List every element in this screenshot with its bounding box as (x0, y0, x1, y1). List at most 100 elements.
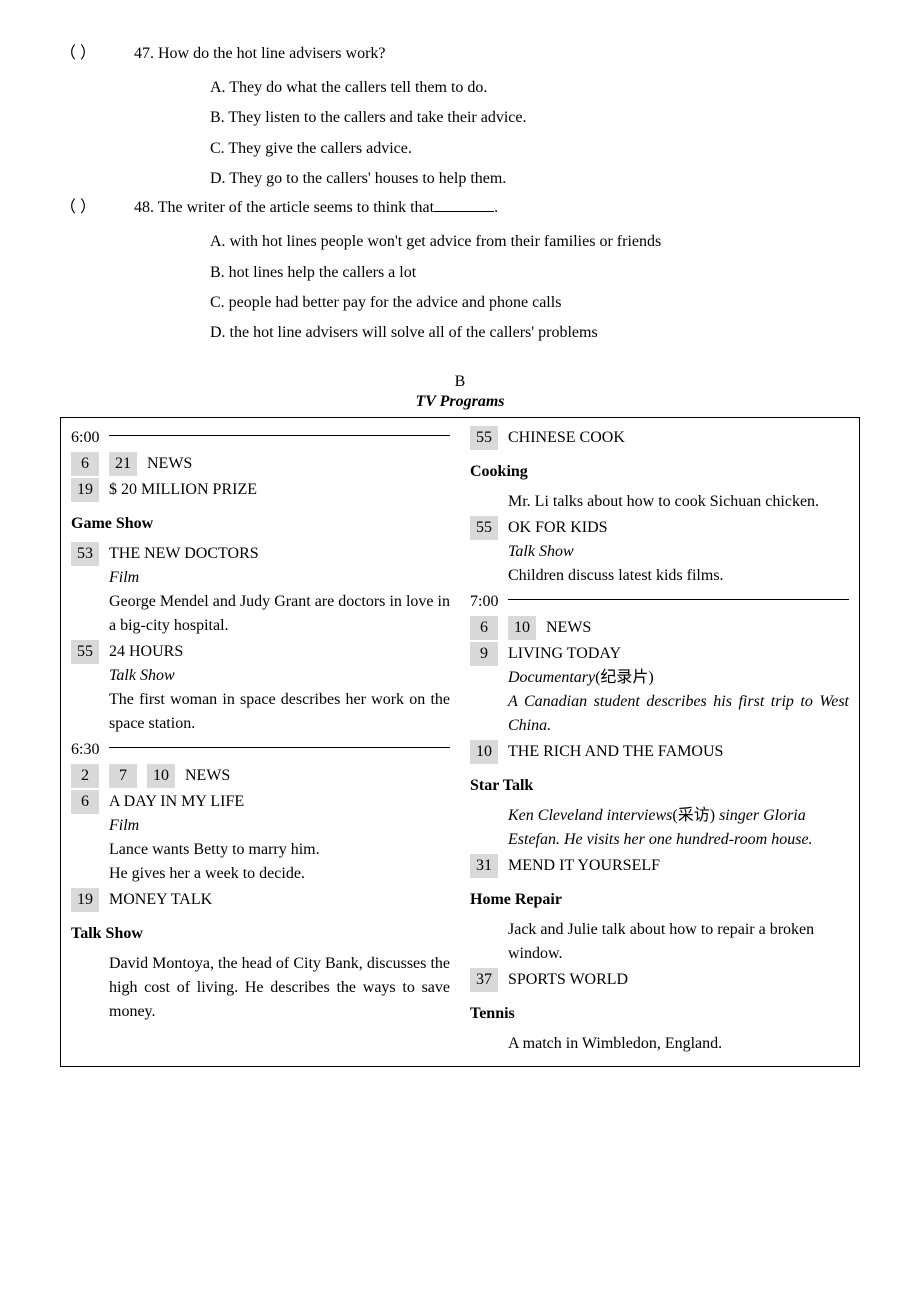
category-tennis: Tennis (470, 1002, 849, 1026)
time-630-label: 6:30 (71, 738, 109, 762)
q48-fill-blank (434, 211, 494, 212)
q47-number: 47. (134, 45, 158, 62)
program-type: Talk Show (109, 664, 450, 688)
program-title: THE NEW DOCTORS (109, 542, 450, 566)
entry-news-600: 6 21 NEWS (71, 452, 450, 476)
section-title: TV Programs (60, 393, 860, 411)
entry-news-630: 2 7 10 NEWS (71, 764, 450, 788)
program-type: Film (109, 814, 450, 838)
program-desc: Ken Cleveland interviews(采访) singer Glor… (508, 804, 849, 852)
entry-moneytalk: 19 MONEY TALK (71, 888, 450, 912)
channel-badge: 55 (470, 516, 498, 540)
time-600-rule (109, 435, 450, 436)
channel-badge: 55 (71, 640, 99, 664)
time-630-rule (109, 747, 450, 748)
program-desc: The first woman in space describes her w… (109, 688, 450, 736)
program-title: MONEY TALK (109, 888, 450, 912)
answer-blank-48[interactable]: （ ） (60, 194, 130, 223)
entry-prize: 19 $ 20 MILLION PRIZE (71, 478, 450, 502)
answer-blank-47[interactable]: （ ） (60, 40, 130, 69)
q47-text: How do the hot line advisers work? (158, 45, 386, 62)
tv-left-column: 6:00 6 21 NEWS 19 $ 20 MILLION PRIZE Gam… (61, 418, 460, 1066)
channel-badge: 55 (470, 426, 498, 450)
time-630: 6:30 (71, 738, 450, 762)
section-letter: B (60, 373, 860, 391)
q48-number: 48. (134, 199, 158, 216)
entry-living-today: 9 LIVING TODAY Documentary(纪录片) A Canadi… (470, 642, 849, 738)
channel-badge: 10 (508, 616, 536, 640)
time-600: 6:00 (71, 426, 450, 450)
category-talkshow: Talk Show (71, 922, 450, 946)
question-47: （ ） 47. How do the hot line advisers wor… (60, 40, 860, 69)
time-600-label: 6:00 (71, 426, 109, 450)
program-desc: Jack and Julie talk about how to repair … (508, 918, 849, 966)
program-desc: A match in Wimbledon, England. (508, 1032, 849, 1056)
question-48: （ ） 48. The writer of the article seems … (60, 194, 860, 223)
program-title: NEWS (185, 767, 230, 784)
program-title: NEWS (546, 619, 591, 636)
category-cooking: Cooking (470, 460, 849, 484)
time-700-label: 7:00 (470, 590, 508, 614)
program-title: THE RICH AND THE FAMOUS (508, 740, 849, 764)
program-desc: George Mendel and Judy Grant are doctors… (109, 590, 450, 638)
channel-badge: 9 (470, 642, 498, 666)
program-desc: A Canadian student describes his first t… (508, 690, 849, 738)
category-startalk: Star Talk (470, 774, 849, 798)
channel-badge: 10 (147, 764, 175, 788)
time-700: 7:00 (470, 590, 849, 614)
program-desc: Mr. Li talks about how to cook Sichuan c… (508, 490, 849, 514)
program-type: Documentary(纪录片) (508, 666, 849, 690)
q47-option-b: B. They listen to the callers and take t… (210, 103, 860, 133)
channel-badge: 19 (71, 888, 99, 912)
program-title: CHINESE COOK (508, 426, 849, 450)
channel-badge: 31 (470, 854, 498, 878)
q48-option-b: B. hot lines help the callers a lot (210, 258, 860, 288)
program-title: LIVING TODAY (508, 642, 849, 666)
channel-badge: 53 (71, 542, 99, 566)
entry-chinese-cook: 55 CHINESE COOK (470, 426, 849, 450)
entry-24hours: 55 24 HOURS Talk Show The first woman in… (71, 640, 450, 736)
program-title: MEND IT YOURSELF (508, 854, 849, 878)
q48-option-c: C. people had better pay for the advice … (210, 288, 860, 318)
program-type: Film (109, 566, 450, 590)
program-desc: David Montoya, the head of City Bank, di… (109, 952, 450, 1024)
channel-badge: 6 (71, 452, 99, 476)
tv-programs-table: 6:00 6 21 NEWS 19 $ 20 MILLION PRIZE Gam… (60, 417, 860, 1067)
channel-badge: 10 (470, 740, 498, 764)
channel-badge: 6 (470, 616, 498, 640)
channel-badge: 37 (470, 968, 498, 992)
q48-options: A. with hot lines people won't get advic… (210, 227, 860, 349)
q47-option-d: D. They go to the callers' houses to hel… (210, 164, 860, 194)
channel-badge: 2 (71, 764, 99, 788)
program-desc: Lance wants Betty to marry him. (109, 838, 450, 862)
category-homerepair: Home Repair (470, 888, 849, 912)
channel-badge: 21 (109, 452, 137, 476)
q48-option-d: D. the hot line advisers will solve all … (210, 318, 860, 348)
q48-option-a: A. with hot lines people won't get advic… (210, 227, 860, 257)
program-title: 24 HOURS (109, 640, 450, 664)
entry-ok-for-kids: 55 OK FOR KIDS Talk Show Children discus… (470, 516, 849, 588)
program-desc: Children discuss latest kids films. (508, 564, 849, 588)
channel-badge: 7 (109, 764, 137, 788)
program-title: $ 20 MILLION PRIZE (109, 478, 450, 502)
q47-option-c: C. They give the callers advice. (210, 134, 860, 164)
program-title: SPORTS WORLD (508, 968, 849, 992)
entry-sports-world: 37 SPORTS WORLD (470, 968, 849, 992)
tv-right-column: 55 CHINESE COOK Cooking Mr. Li talks abo… (460, 418, 859, 1066)
entry-rich-famous: 10 THE RICH AND THE FAMOUS (470, 740, 849, 764)
q48-suffix: . (494, 199, 498, 216)
entry-mend-it: 31 MEND IT YOURSELF (470, 854, 849, 878)
channel-badge: 6 (71, 790, 99, 814)
entry-news-700: 6 10 NEWS (470, 616, 849, 640)
q47-options: A. They do what the callers tell them to… (210, 73, 860, 195)
program-title: NEWS (147, 455, 192, 472)
program-title: A DAY IN MY LIFE (109, 790, 450, 814)
q47-option-a: A. They do what the callers tell them to… (210, 73, 860, 103)
category-gameshow: Game Show (71, 512, 450, 536)
entry-doctors: 53 THE NEW DOCTORS Film George Mendel an… (71, 542, 450, 638)
program-desc: He gives her a week to decide. (109, 862, 450, 886)
program-title: OK FOR KIDS (508, 516, 849, 540)
entry-daylife: 6 A DAY IN MY LIFE Film Lance wants Bett… (71, 790, 450, 886)
time-700-rule (508, 599, 849, 600)
q48-text: The writer of the article seems to think… (158, 199, 434, 216)
